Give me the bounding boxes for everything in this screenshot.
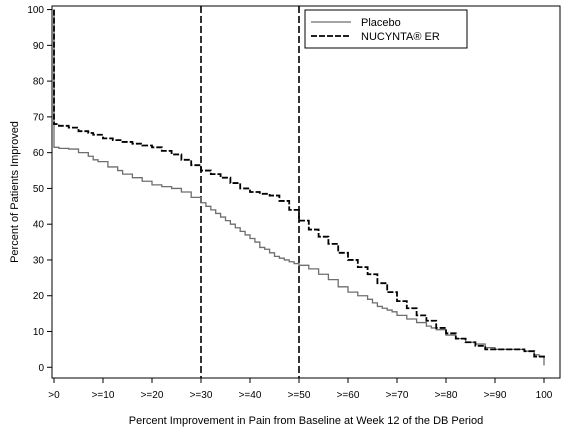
y-tick-label: 20	[33, 291, 45, 302]
x-tick-label: >0	[48, 390, 60, 401]
y-tick-label: 0	[38, 363, 44, 374]
x-tick-label: >=90	[484, 390, 507, 401]
y-tick-label: 30	[33, 255, 45, 266]
x-tick-label: >=70	[386, 390, 409, 401]
x-tick-label: >=50	[288, 390, 311, 401]
x-tick-label: >=10	[92, 390, 115, 401]
y-axis-ticks: 0 10 20 30 40 50 60 70 80 90 100	[27, 5, 52, 374]
x-tick-label: >=80	[435, 390, 458, 401]
plot-frame	[51, 5, 561, 379]
x-axis-ticks: >0 >=10 >=20 >=30 >=40 >=50 >=60 >=70 >=80 >=90 10…	[48, 378, 553, 401]
legend-label-placebo: Placebo	[361, 17, 401, 29]
series-line-placebo	[53, 9, 545, 366]
y-tick-label: 80	[33, 77, 45, 88]
legend-label-nucynta-er: NUCYNTA® ER	[361, 31, 440, 43]
legend: Placebo NUCYNTA® ER	[304, 9, 468, 49]
legend-box	[304, 9, 468, 49]
y-tick-label: 90	[33, 41, 45, 52]
reference-lines	[200, 6, 300, 378]
y-tick-label: 60	[33, 148, 45, 159]
x-tick-label: >=20	[141, 390, 164, 401]
x-axis-title: Percent Improvement in Pain from Baselin…	[129, 415, 483, 427]
series-layer	[53, 9, 545, 366]
y-tick-label: 10	[33, 327, 45, 338]
y-tick-label: 100	[27, 5, 44, 16]
x-tick-label: >=30	[190, 390, 213, 401]
y-axis-title: Percent of Patients Improved	[9, 121, 21, 263]
series-line-nucynta-er	[53, 9, 545, 359]
x-tick-label: >=40	[239, 390, 262, 401]
y-tick-label: 70	[33, 112, 45, 123]
x-tick-label: >=60	[337, 390, 360, 401]
y-tick-label: 40	[33, 220, 45, 231]
y-tick-label: 50	[33, 184, 45, 195]
x-tick-label: 100	[536, 390, 553, 401]
